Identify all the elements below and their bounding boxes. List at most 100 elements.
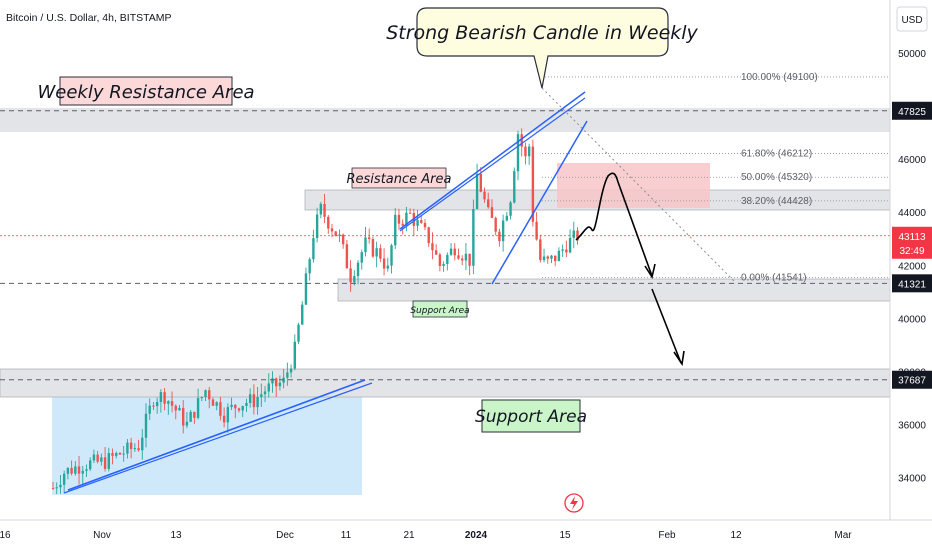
candle-body — [144, 413, 148, 438]
candle-body — [565, 249, 568, 253]
callout-bubble[interactable]: Strong Bearish Candle in Weekly — [386, 7, 699, 89]
candle-body — [85, 469, 88, 471]
candle-body — [520, 134, 523, 147]
time-tick: 12 — [730, 530, 742, 541]
major-support-zone — [0, 368, 891, 398]
weekly-resistance-label[interactable]: Weekly Resistance Area — [37, 76, 255, 106]
candle-body — [256, 397, 259, 408]
price-tick: 46000 — [898, 155, 926, 166]
candle-body — [494, 217, 497, 232]
candle-body — [375, 248, 378, 257]
candle-body — [234, 404, 237, 409]
fib-label: 38.20% (44428) — [741, 196, 812, 207]
time-tick: 11 — [341, 530, 352, 541]
candle-body — [200, 397, 203, 399]
candle-body — [148, 405, 151, 414]
lightning-icon[interactable] — [564, 493, 584, 513]
candle-body — [464, 253, 468, 261]
candle-body — [475, 173, 479, 210]
candle-body — [505, 215, 509, 221]
support-area-small-label[interactable]: Support Area — [410, 300, 470, 318]
candle-body — [263, 391, 267, 395]
arrowhead-2 — [673, 350, 685, 367]
candle-body — [152, 405, 155, 407]
candle-body — [405, 212, 408, 226]
candle-body — [271, 378, 274, 384]
level-flag — [892, 274, 932, 293]
levels-group — [0, 110, 890, 381]
candle-body — [557, 250, 561, 262]
candle-body — [252, 394, 256, 408]
price-tick: 42000 — [898, 261, 926, 272]
candle-body — [368, 237, 371, 240]
time-ticks[interactable]: 16 Nov 13 Dec 11 21 2024 15 Feb 12 Mar — [0, 530, 852, 541]
countdown-text: 32:49 — [899, 246, 924, 257]
level-flag — [892, 370, 932, 389]
trend-lines[interactable] — [63, 87, 737, 494]
support-area-small-text: Support Area — [410, 306, 469, 316]
candle-body — [371, 239, 375, 257]
candle-body — [167, 401, 170, 404]
projection-path[interactable] — [575, 172, 685, 367]
candle-body — [137, 448, 140, 451]
candle-body — [182, 407, 185, 426]
resistance-area-label[interactable]: Resistance Area — [347, 167, 452, 189]
candle-body — [208, 390, 211, 400]
candle-body — [297, 324, 300, 342]
fib-label: 50.00% (45320) — [741, 172, 812, 183]
candle-body — [286, 372, 289, 378]
projection-swing — [575, 172, 619, 241]
arrowhead-1 — [644, 263, 656, 280]
candle-body — [55, 487, 58, 489]
level-flag — [892, 101, 932, 120]
time-tick: 21 — [403, 530, 415, 541]
candle-body — [248, 394, 252, 403]
candle-body — [345, 244, 349, 269]
candle-body — [449, 248, 453, 255]
candle-body — [81, 470, 84, 474]
current-price-flag — [892, 226, 932, 259]
candle-body — [96, 454, 99, 462]
rising-wedge-lower — [491, 120, 588, 285]
fib-label: 61.80% (46212) — [741, 149, 812, 160]
candle-body — [226, 407, 230, 423]
candle-body — [89, 460, 92, 470]
price-axis[interactable] — [891, 0, 932, 520]
currency-label: USD — [901, 15, 922, 26]
candle-body — [360, 252, 363, 263]
candle-body — [423, 222, 427, 228]
candle-body — [554, 255, 557, 262]
candle-body — [568, 237, 572, 253]
price-tick: 50000 — [898, 49, 926, 60]
candle-body — [453, 248, 456, 256]
candle-body — [319, 203, 323, 215]
candle-body — [501, 220, 505, 242]
level-flag-text: 37687 — [898, 376, 926, 387]
currency-button[interactable] — [896, 6, 928, 32]
candle-body — [382, 258, 386, 269]
candle-body — [245, 402, 248, 406]
candle-body — [386, 265, 389, 269]
candle-body — [397, 214, 401, 224]
support-area-big-label[interactable]: Support Area — [475, 399, 587, 433]
candle-body — [230, 404, 233, 408]
candle-body — [275, 378, 278, 387]
candle-body — [267, 383, 270, 392]
candle-body — [330, 228, 334, 232]
candle-body — [155, 401, 159, 407]
candle-body — [364, 237, 367, 253]
projection-down-2 — [651, 288, 682, 364]
candle-body — [487, 199, 490, 208]
support-area-big-text: Support Area — [475, 407, 587, 427]
fib-label: 0.00% (41541) — [741, 272, 807, 283]
callout-text: Strong Bearish Candle in Weekly — [386, 22, 698, 44]
candle-body — [133, 448, 137, 450]
candle-body — [118, 453, 122, 455]
candle-body — [122, 453, 125, 455]
candle-body — [260, 394, 263, 398]
candle-body — [438, 254, 442, 266]
candle-body — [304, 273, 308, 305]
weekly-resistance-zone — [0, 108, 890, 132]
candle-body — [312, 238, 315, 260]
